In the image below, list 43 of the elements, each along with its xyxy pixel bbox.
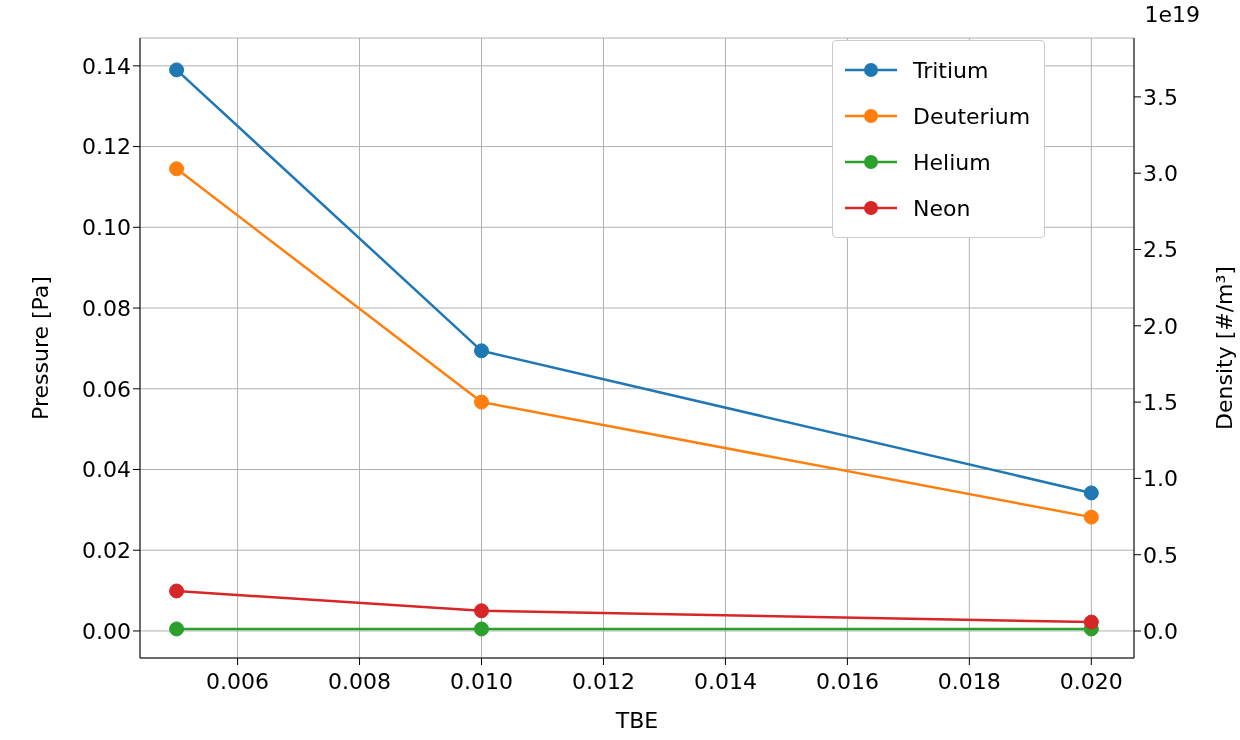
- point: [1083, 614, 1099, 630]
- y2-tick-label: 2.0: [1143, 313, 1178, 339]
- y2-axis-title: Density [#/m³]: [1211, 266, 1237, 430]
- x-tick-label: 0.018: [937, 668, 1001, 694]
- point: [1083, 509, 1099, 525]
- point: [169, 62, 185, 78]
- legend-label: Neon: [913, 195, 971, 221]
- point: [169, 161, 185, 177]
- y-tick-label: 0.12: [82, 134, 131, 160]
- y2-tick-label: 0.0: [1143, 618, 1178, 644]
- legend-label: Deuterium: [913, 103, 1031, 129]
- point: [474, 603, 489, 619]
- legend-label: Helium: [913, 149, 991, 175]
- x-tick-label: 0.020: [1059, 668, 1123, 694]
- y2-tick-label: 0.5: [1143, 542, 1178, 568]
- y2-tick-label: 1.5: [1143, 389, 1178, 415]
- point: [1083, 485, 1099, 501]
- y2-tick-label: 3.0: [1143, 161, 1178, 187]
- y-tick-label: 0.06: [82, 376, 131, 402]
- point: [169, 621, 185, 637]
- point: [169, 583, 185, 599]
- text: 1e19: [1144, 2, 1200, 27]
- x-tick-label: 0.012: [571, 668, 635, 694]
- point: [474, 394, 489, 410]
- y2-tick-label: 1.0: [1143, 466, 1178, 492]
- y-tick-label: 0.08: [82, 295, 131, 321]
- x-tick-label: 0.008: [328, 668, 392, 694]
- y-tick-label: 0.04: [82, 457, 131, 483]
- point: [474, 343, 489, 359]
- y-tick-label: 0.14: [82, 53, 131, 79]
- legend-label: Tritium: [913, 57, 989, 83]
- y-tick-label: 0.10: [82, 215, 131, 241]
- y2-tick-label: 3.5: [1143, 84, 1178, 110]
- point: [474, 621, 489, 637]
- x-axis-title: TBE: [614, 708, 659, 733]
- x-tick-label: 0.006: [206, 668, 270, 694]
- x-tick-label: 0.010: [450, 668, 513, 694]
- x-tick-label: 0.014: [693, 668, 757, 694]
- y2-tick-label: 2.5: [1143, 237, 1178, 263]
- y-tick-label: 0.00: [82, 618, 131, 644]
- y-tick-label: 0.02: [82, 538, 131, 564]
- y-axis-title: Pressure [Pa]: [27, 276, 53, 420]
- x-tick-label: 0.016: [815, 668, 879, 694]
